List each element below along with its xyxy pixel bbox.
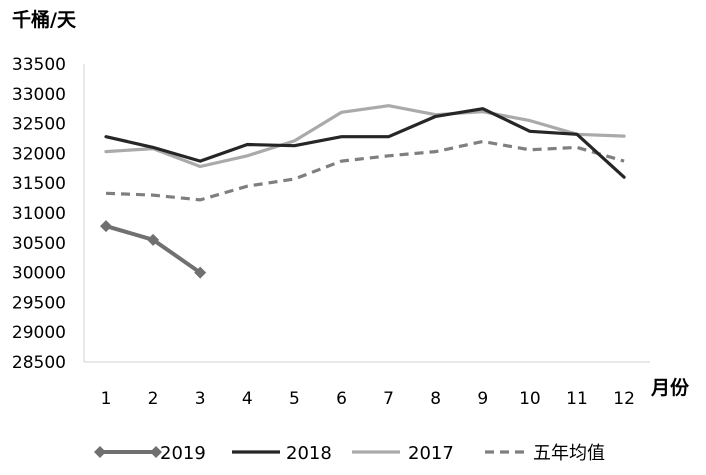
legend-marker-2019	[150, 446, 162, 458]
x-tick-label: 1	[101, 389, 112, 409]
y-tick-label: 29000	[12, 323, 66, 343]
y-tick-label: 33500	[12, 55, 66, 75]
x-tick-label: 11	[566, 389, 588, 409]
y-tick-label: 30000	[12, 264, 66, 284]
data-point-2019	[147, 233, 160, 246]
legend-label-五年均值: 五年均值	[533, 443, 605, 464]
y-axis-title: 千桶/天	[12, 8, 77, 31]
legend-label-2017: 2017	[408, 443, 454, 464]
y-tick-labels: 33500 33000 32500 32000 31500 31000 30500 30000…	[12, 55, 66, 373]
y-tick-label: 29500	[12, 293, 66, 313]
x-tick-labels: 1 2 3 4 5 6 7 8 9 10 11 12	[101, 389, 635, 409]
series-line-2019	[104, 224, 203, 275]
x-tick-label: 3	[195, 389, 206, 409]
data-point-2019	[194, 266, 207, 279]
x-axis-title: 月份	[650, 376, 690, 399]
x-tick-label: 5	[289, 389, 300, 409]
legend-marker-2019	[94, 446, 106, 458]
series-line-2017	[104, 104, 626, 169]
x-tick-label: 12	[613, 389, 635, 409]
x-tick-label: 6	[336, 389, 347, 409]
x-tick-label: 9	[477, 389, 488, 409]
series-line-2018	[104, 107, 626, 179]
y-tick-label: 33000	[12, 85, 66, 105]
x-tick-label: 10	[519, 389, 541, 409]
x-tick-label: 2	[148, 389, 159, 409]
y-tick-label: 31000	[12, 204, 66, 224]
legend-label-2019: 2019	[160, 443, 206, 464]
series-line-五年均值	[105, 139, 625, 202]
x-tick-label: 4	[242, 389, 253, 409]
y-tick-label: 30500	[12, 234, 66, 254]
x-tick-label: 7	[383, 389, 394, 409]
y-tick-label: 32000	[12, 144, 66, 164]
series-layer	[100, 104, 626, 279]
y-tick-label: 28500	[12, 353, 66, 373]
y-tick-label: 31500	[12, 174, 66, 194]
x-tick-label: 8	[430, 389, 441, 409]
legend-label-2018: 2018	[286, 443, 332, 464]
legend: 2019 2018 2017 五年均值	[94, 443, 605, 464]
y-tick-label: 32500	[12, 115, 66, 135]
data-point-2019	[100, 220, 112, 233]
